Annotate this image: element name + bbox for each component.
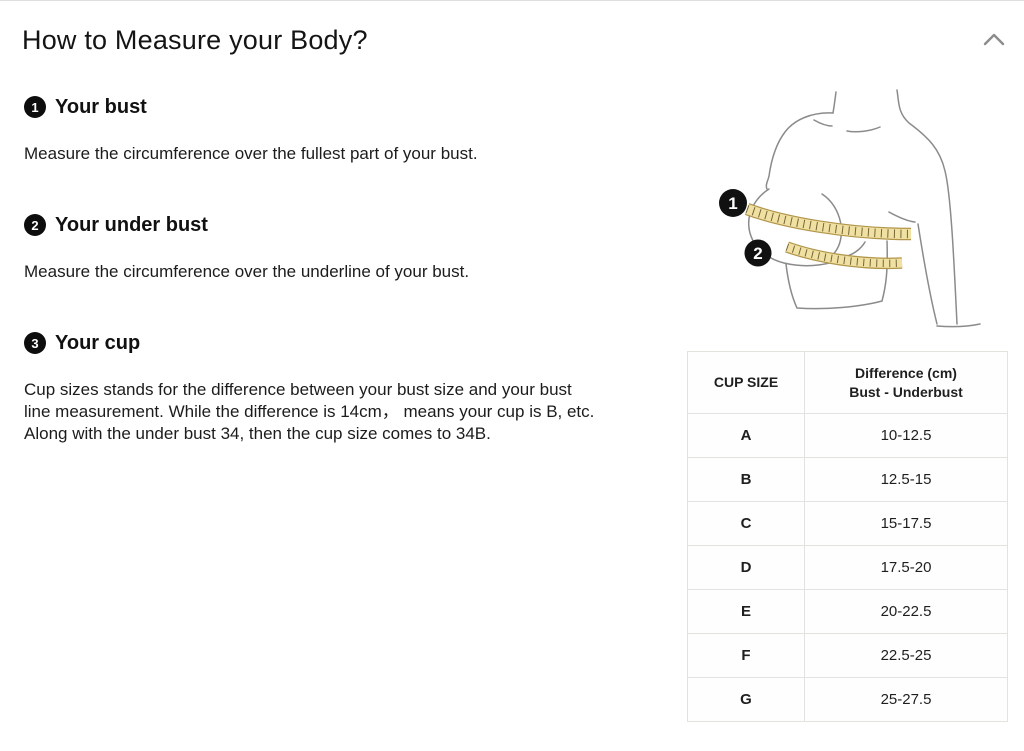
svg-text:1: 1	[728, 194, 737, 213]
cup-cell: B	[687, 457, 805, 502]
step-number-badge: 1	[24, 96, 46, 118]
cup-cell: C	[687, 501, 805, 546]
chevron-up-icon	[983, 33, 1005, 46]
section-heading: Your bust	[55, 95, 147, 118]
section-heading: Your under bust	[55, 213, 208, 236]
figure-badge-2: 2	[744, 239, 772, 267]
cup-cell: D	[687, 545, 805, 590]
body-text: Measure the circumference over the fulle…	[24, 144, 478, 163]
table-header-row: CUP SIZE Difference (cm) Bust - Underbus…	[687, 351, 1008, 414]
measure-section-bust: 1 Your bust Measure the circumference ov…	[24, 95, 669, 165]
header-cup-size: CUP SIZE	[687, 351, 805, 414]
header-difference: Difference (cm) Bust - Underbust	[804, 351, 1008, 414]
range-cell: 12.5-15	[804, 457, 1008, 502]
figure-badge-1: 1	[719, 189, 747, 217]
body-text: Measure the circumference over the under…	[24, 262, 470, 281]
cup-cell: E	[687, 589, 805, 634]
range-cell: 15-17.5	[804, 501, 1008, 546]
torso-diagram: 1 2	[719, 89, 981, 328]
instructions-column: 1 Your bust Measure the circumference ov…	[24, 95, 669, 493]
section-heading-row: 1 Your bust	[24, 95, 669, 119]
measure-section-cup: 3 Your cup Cup sizes stands for the diff…	[24, 331, 669, 445]
range-cell: 17.5-20	[804, 545, 1008, 590]
bust-tape	[744, 203, 912, 241]
table-row: E 20-22.5	[687, 589, 1008, 634]
step-number-badge: 2	[24, 214, 46, 236]
collapse-section-button[interactable]	[982, 30, 1006, 50]
page-title: How to Measure your Body?	[22, 25, 368, 55]
underbust-tape	[785, 241, 903, 270]
body-text: line measurement. While the difference i…	[24, 402, 595, 421]
header-difference-line1: Difference (cm)	[855, 364, 957, 381]
measure-section-underbust: 2 Your under bust Measure the circumfere…	[24, 213, 669, 283]
body-text: Cup sizes stands for the difference betw…	[24, 380, 572, 399]
section-body: Measure the circumference over the fulle…	[24, 143, 669, 165]
table-row: D 17.5-20	[687, 545, 1008, 590]
range-cell: 25-27.5	[804, 677, 1008, 722]
table-row: C 15-17.5	[687, 501, 1008, 546]
measurement-illustration: 1 2	[690, 81, 1010, 339]
range-cell: 10-12.5	[804, 413, 1008, 458]
torso-outline	[747, 89, 981, 328]
section-body: Cup sizes stands for the difference betw…	[24, 379, 669, 445]
step-number-badge: 3	[24, 332, 46, 354]
range-cell: 22.5-25	[804, 633, 1008, 678]
header-difference-line2: Bust - Underbust	[849, 383, 963, 400]
cup-cell: G	[687, 677, 805, 722]
cup-size-table: CUP SIZE Difference (cm) Bust - Underbus…	[687, 351, 1008, 722]
range-cell: 20-22.5	[804, 589, 1008, 634]
table-row: A 10-12.5	[687, 413, 1008, 458]
body-text: Along with the under bust 34, then the c…	[24, 424, 491, 443]
table-row: G 25-27.5	[687, 677, 1008, 722]
cup-cell: A	[687, 413, 805, 458]
section-body: Measure the circumference over the under…	[24, 261, 669, 283]
section-heading-row: 3 Your cup	[24, 331, 669, 355]
section-heading: Your cup	[55, 331, 141, 354]
table-row: F 22.5-25	[687, 633, 1008, 678]
cup-cell: F	[687, 633, 805, 678]
svg-text:2: 2	[753, 244, 762, 263]
section-heading-row: 2 Your under bust	[24, 213, 669, 237]
table-row: B 12.5-15	[687, 457, 1008, 502]
